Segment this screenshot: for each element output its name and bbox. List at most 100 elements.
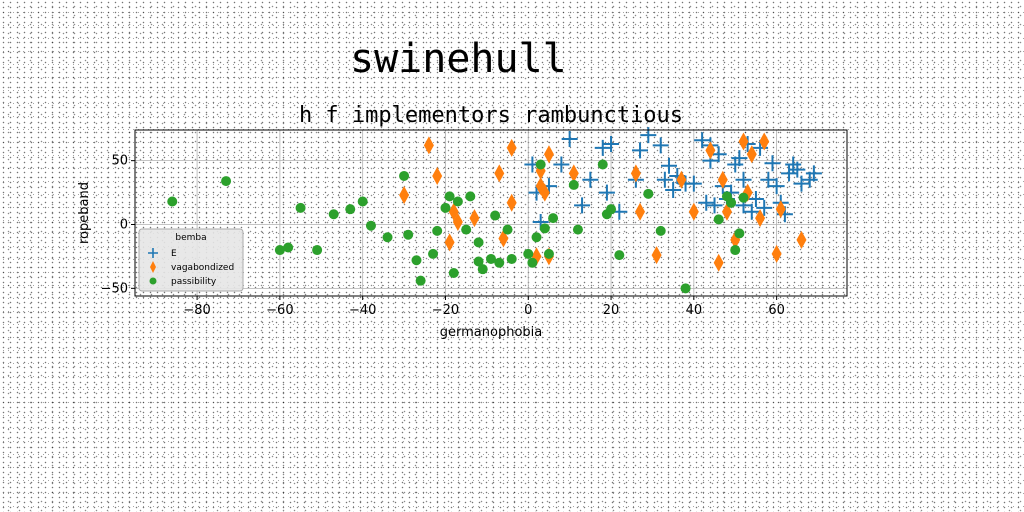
data-point bbox=[543, 145, 554, 164]
data-point bbox=[713, 253, 724, 272]
data-point bbox=[706, 197, 723, 214]
data-point bbox=[167, 196, 178, 207]
y-tick-label: 50 bbox=[111, 154, 128, 169]
data-point bbox=[632, 142, 649, 159]
plot-marks bbox=[167, 127, 822, 294]
data-point bbox=[738, 132, 749, 151]
y-axis-label: ropeband bbox=[77, 182, 92, 244]
data-point bbox=[444, 233, 455, 252]
data-point bbox=[698, 194, 715, 211]
data-point bbox=[539, 183, 550, 202]
data-point bbox=[676, 170, 687, 189]
data-point bbox=[598, 184, 615, 201]
x-axis-label: germanophobia bbox=[440, 325, 542, 340]
data-point bbox=[603, 136, 620, 153]
data-point bbox=[694, 132, 711, 149]
data-point bbox=[726, 197, 737, 208]
grid bbox=[135, 130, 847, 296]
data-point bbox=[448, 268, 459, 279]
data-point bbox=[727, 156, 744, 173]
legend-item: vagabondized bbox=[150, 261, 234, 273]
data-point bbox=[606, 204, 617, 215]
data-point bbox=[494, 257, 505, 268]
data-point bbox=[312, 245, 323, 256]
data-point bbox=[651, 246, 662, 265]
data-point bbox=[432, 166, 443, 185]
legend-marker bbox=[149, 277, 157, 285]
data-point bbox=[444, 191, 455, 202]
data-point bbox=[796, 230, 807, 249]
data-point bbox=[594, 139, 611, 156]
data-point bbox=[717, 170, 728, 189]
data-point bbox=[535, 159, 546, 170]
data-point bbox=[713, 214, 724, 225]
data-point bbox=[747, 190, 764, 207]
data-point bbox=[274, 245, 285, 256]
data-point bbox=[656, 171, 673, 188]
data-point bbox=[295, 202, 306, 213]
data-point bbox=[735, 171, 752, 188]
data-point bbox=[755, 209, 766, 228]
data-point bbox=[665, 182, 682, 199]
legend-label: E bbox=[171, 249, 177, 259]
x-tick-label: 0 bbox=[524, 303, 532, 318]
data-point bbox=[461, 224, 472, 235]
data-point bbox=[469, 209, 480, 228]
data-point bbox=[357, 196, 368, 207]
legend-marker bbox=[150, 261, 156, 273]
data-point bbox=[680, 283, 691, 294]
legend-marker bbox=[148, 248, 158, 258]
data-point bbox=[710, 146, 727, 163]
data-point bbox=[553, 156, 570, 173]
data-point bbox=[527, 257, 538, 268]
x-tick-label: −80 bbox=[183, 303, 210, 318]
x-tick-label: 60 bbox=[768, 303, 785, 318]
data-point bbox=[764, 155, 781, 172]
data-point bbox=[399, 170, 410, 181]
data-point bbox=[574, 197, 591, 214]
data-point bbox=[768, 178, 785, 195]
data-point bbox=[432, 225, 443, 236]
legend-label: passibility bbox=[171, 277, 217, 287]
legend-item: E bbox=[148, 248, 177, 259]
data-point bbox=[759, 132, 770, 151]
data-point bbox=[415, 275, 426, 286]
data-point bbox=[731, 150, 748, 167]
data-point bbox=[531, 232, 542, 243]
legend-item: passibility bbox=[149, 277, 217, 287]
data-point bbox=[486, 253, 496, 264]
data-point bbox=[539, 223, 550, 234]
data-point bbox=[743, 203, 760, 220]
x-tick-label: −60 bbox=[266, 303, 293, 318]
data-point bbox=[490, 210, 501, 221]
data-point bbox=[805, 165, 822, 182]
data-point bbox=[781, 165, 798, 182]
data-point bbox=[506, 138, 517, 157]
data-point bbox=[685, 175, 702, 192]
data-point bbox=[760, 171, 777, 188]
data-point bbox=[506, 253, 517, 264]
data-point bbox=[793, 175, 810, 192]
data-point bbox=[801, 171, 818, 188]
data-point bbox=[705, 141, 716, 160]
x-tick-label: 40 bbox=[686, 303, 703, 318]
data-point bbox=[502, 224, 513, 235]
data-point bbox=[221, 176, 232, 187]
data-point bbox=[582, 171, 599, 188]
plot-frame bbox=[134, 129, 848, 297]
data-point bbox=[428, 248, 439, 259]
data-point bbox=[746, 145, 757, 164]
data-point bbox=[756, 199, 773, 216]
data-point bbox=[775, 200, 786, 219]
data-point bbox=[572, 224, 583, 235]
data-point bbox=[345, 204, 356, 215]
data-point bbox=[473, 256, 484, 267]
page-title: swinehull bbox=[350, 36, 567, 82]
data-point bbox=[688, 202, 699, 221]
data-point bbox=[506, 193, 517, 212]
data-point bbox=[523, 248, 534, 259]
axis-ticks: −80 −60 −40 −20 0 20 40 60 −50 0 50 bbox=[101, 154, 785, 318]
y-tick-label: −50 bbox=[101, 281, 128, 296]
